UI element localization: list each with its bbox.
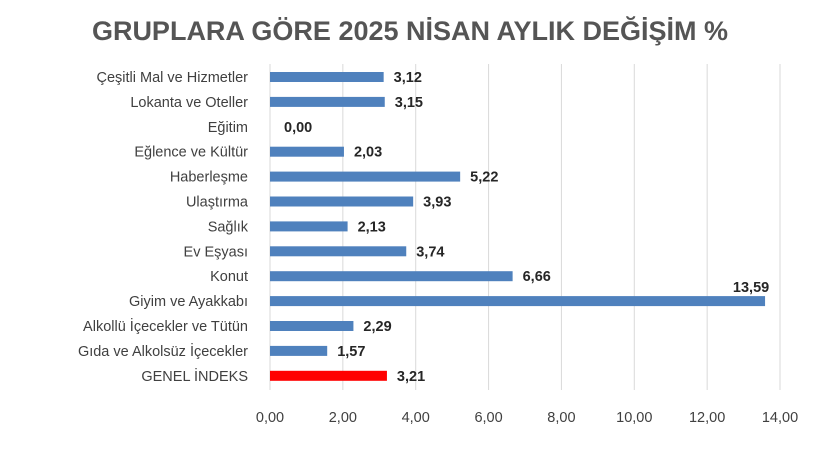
chart-title: GRUPLARA GÖRE 2025 NİSAN AYLIK DEĞİŞİM % <box>91 16 729 46</box>
x-tick-label: 0,00 <box>256 410 284 426</box>
category-label: Giyim ve Ayakkabı <box>129 294 248 310</box>
bar <box>270 72 384 82</box>
data-label: 3,93 <box>423 195 451 211</box>
category-label: Eğlence ve Kültür <box>134 145 248 161</box>
x-tick-label: 4,00 <box>402 410 430 426</box>
x-tick-label: 2,00 <box>329 410 357 426</box>
category-label: Lokanta ve Oteller <box>130 95 248 111</box>
bar <box>270 96 385 107</box>
data-label: 6,66 <box>523 269 551 285</box>
category-label: Ev Eşyası <box>184 244 248 260</box>
x-tick-label: 14,00 <box>762 410 798 426</box>
x-tick-label: 8,00 <box>547 410 575 426</box>
category-label: Haberleşme <box>170 170 248 186</box>
bar <box>270 345 328 356</box>
category-label: Sağlık <box>208 219 249 235</box>
bar <box>270 246 407 257</box>
category-label: Konut <box>210 269 248 285</box>
category-label: Alkollü İçecekler ve Tütün <box>83 317 248 335</box>
bar <box>270 321 354 331</box>
bar <box>270 221 348 232</box>
data-label: 2,03 <box>354 145 382 161</box>
data-label: 13,59 <box>733 280 769 296</box>
bar <box>270 171 461 182</box>
grid-lines <box>342 64 781 390</box>
data-label: 3,74 <box>416 244 444 260</box>
bar <box>270 196 414 207</box>
bar <box>270 370 387 381</box>
data-label: 5,22 <box>470 170 498 186</box>
category-labels: Çeşitli Mal ve Hizmetler Lokanta ve Otell… <box>78 70 249 385</box>
category-label: Çeşitli Mal ve Hizmetler <box>97 70 249 86</box>
x-tick-label: 6,00 <box>474 410 502 426</box>
data-label: 3,12 <box>394 70 422 86</box>
data-label: 2,13 <box>358 219 386 235</box>
category-label: GENEL İNDEKS <box>141 367 248 385</box>
x-axis-tick-labels: 0,00 2,00 4,00 6,00 8,00 10,00 12,00 14,00 <box>256 410 798 426</box>
category-label: Gıda ve Alkolsüz İçecekler <box>78 342 248 360</box>
category-label: Eğitim <box>208 120 248 136</box>
bar <box>270 296 766 307</box>
data-labels: 3,12 3,15 0,00 2,03 5,22 3,93 2,13 3,74 6,66 13,5… <box>284 70 769 385</box>
data-label: 2,29 <box>363 319 391 335</box>
data-label: 3,15 <box>395 95 423 111</box>
category-label: Ulaştırma <box>186 195 249 211</box>
data-label: 0,00 <box>284 120 312 136</box>
x-tick-label: 12,00 <box>689 410 725 426</box>
bars <box>270 72 766 381</box>
data-label: 3,21 <box>397 369 425 385</box>
bar <box>270 271 513 282</box>
data-label: 1,57 <box>337 344 365 360</box>
bar <box>270 146 344 157</box>
x-tick-label: 10,00 <box>616 410 652 426</box>
